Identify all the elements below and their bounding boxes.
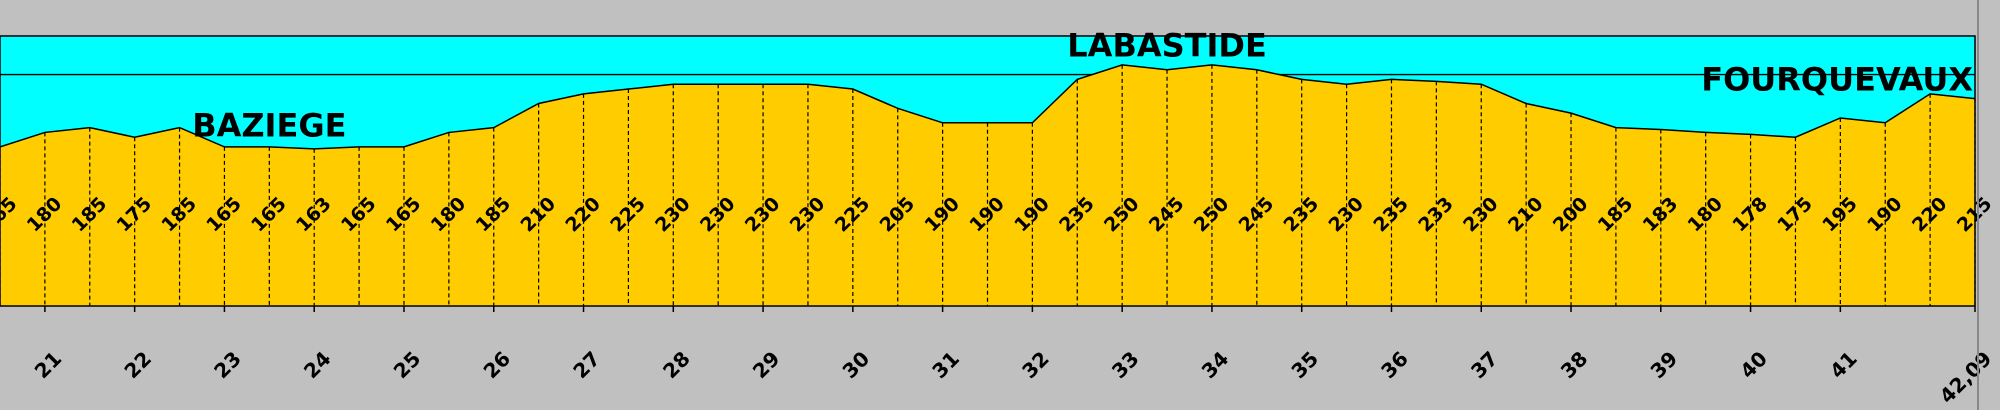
x-tick-label: 32 bbox=[1017, 346, 1054, 383]
x-tick-label: 37 bbox=[1466, 346, 1503, 383]
town-label: BAZIEGE bbox=[192, 107, 346, 145]
x-tick-label: 26 bbox=[479, 346, 516, 383]
x-tick-label: 36 bbox=[1376, 346, 1413, 383]
x-tick-label: 40 bbox=[1735, 346, 1772, 383]
x-tick-label: 28 bbox=[658, 346, 695, 383]
x-tick-label: 33 bbox=[1107, 346, 1144, 383]
town-label: FOURQUEVAUX bbox=[1701, 60, 1973, 98]
x-tick-label: 42,09 bbox=[1935, 346, 1997, 408]
x-tick-label: 21 bbox=[30, 346, 67, 383]
x-tick-label: 38 bbox=[1556, 346, 1593, 383]
town-label: LABASTIDE bbox=[1067, 27, 1267, 65]
x-tick-label: 29 bbox=[748, 346, 785, 383]
x-tick-label: 23 bbox=[209, 346, 246, 383]
x-tick-label: 41 bbox=[1825, 346, 1862, 383]
x-tick-label: 35 bbox=[1286, 346, 1323, 383]
x-tick-label: 27 bbox=[568, 346, 605, 383]
plot-frame bbox=[0, 35, 1976, 307]
x-tick-label: 31 bbox=[927, 346, 964, 383]
x-tick-label: 25 bbox=[389, 346, 426, 383]
x-tick-label: 30 bbox=[838, 346, 875, 383]
x-tick-label: 22 bbox=[119, 346, 156, 383]
x-tick-label: 39 bbox=[1646, 346, 1683, 383]
x-tick-label: 24 bbox=[299, 346, 336, 383]
x-tick-label: 34 bbox=[1197, 346, 1234, 383]
